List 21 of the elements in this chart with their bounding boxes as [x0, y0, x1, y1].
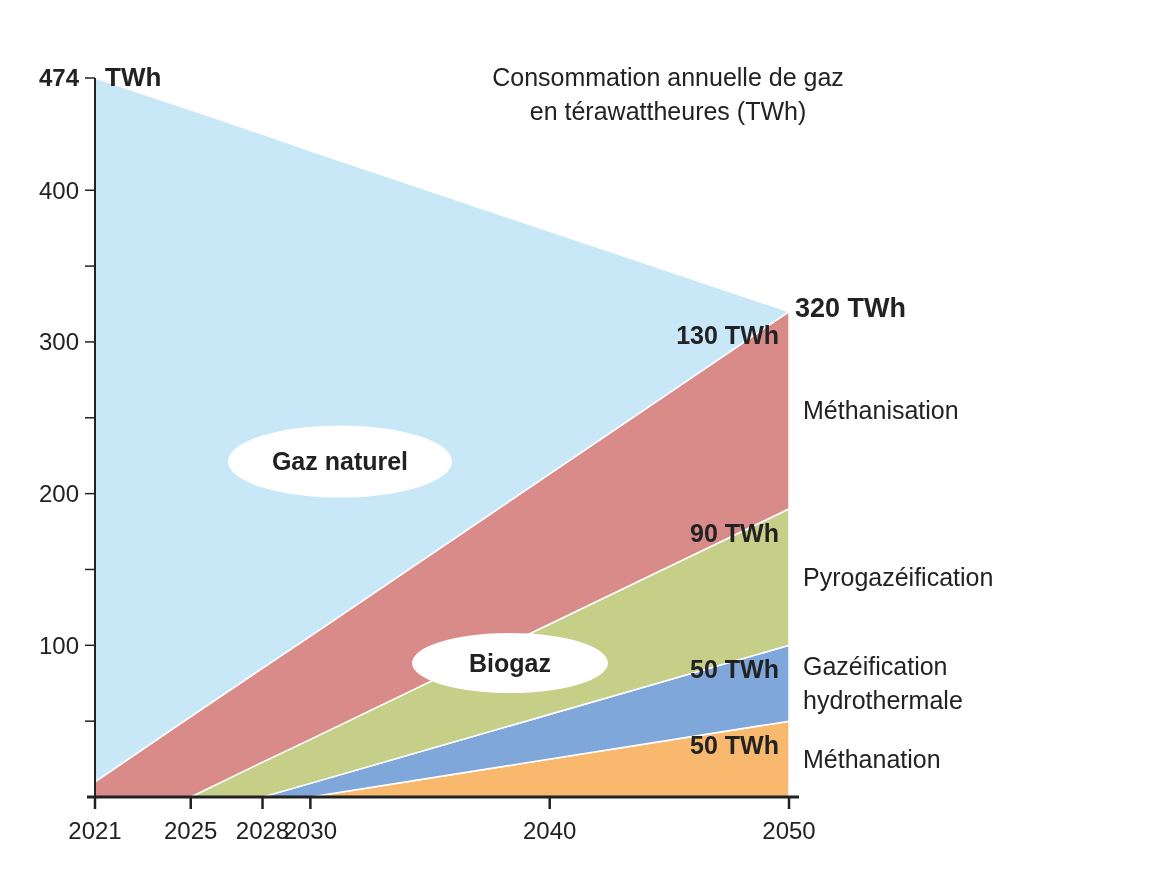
annotation: 320 TWh	[795, 293, 907, 323]
y-axis-title: TWh	[105, 61, 162, 92]
y-tick-label: 300	[38, 328, 79, 356]
x-tick-label: 2025	[164, 817, 218, 844]
y-tick-label: 100	[38, 631, 79, 659]
x-tick-label: 2040	[522, 817, 577, 844]
x-tick-label: 2021	[68, 817, 122, 844]
chart-title: Consommation annuelle de gaz en térawattheures (TWh)	[492, 63, 844, 125]
series-label: Méthanisation	[803, 395, 959, 424]
data-label: 130 TWh	[676, 321, 779, 350]
series-label: Gazéification hydrothermale	[803, 651, 963, 714]
annotation: Biogaz	[469, 648, 551, 677]
y-tick-label: 474	[38, 64, 80, 92]
series-label: Pyrogazéification	[803, 562, 994, 591]
y-tick-label: 200	[38, 480, 79, 508]
series-label: Gaz naturel	[271, 447, 409, 476]
data-label: 50 TWh	[690, 655, 779, 684]
x-tick-label: 2050	[762, 817, 816, 844]
data-label: 50 TWh	[690, 730, 779, 759]
y-tick-label: 400	[38, 176, 79, 204]
series-label: Méthanation	[803, 744, 941, 773]
